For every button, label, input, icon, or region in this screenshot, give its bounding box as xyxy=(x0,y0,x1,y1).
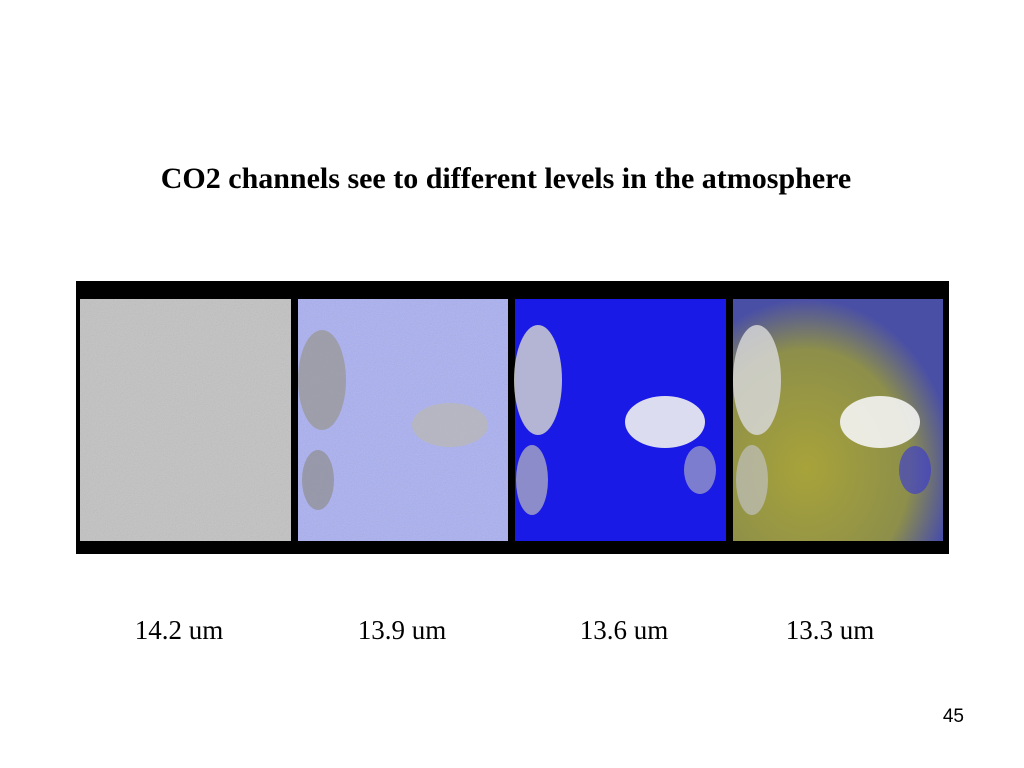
page-number: 45 xyxy=(942,706,964,727)
panel-13-9 xyxy=(298,299,508,541)
panel-13-6 xyxy=(514,299,726,541)
panel-label: 13.9 um xyxy=(357,615,447,645)
panel-label: 13.3 um xyxy=(785,615,875,645)
panel-13-3 xyxy=(733,299,943,541)
panel-label: 14.2 um xyxy=(134,615,224,645)
panel-14-2 xyxy=(80,299,291,541)
panel-label: 13.6 um xyxy=(579,615,669,645)
slide-title: CO2 channels see to different levels in … xyxy=(160,162,852,195)
